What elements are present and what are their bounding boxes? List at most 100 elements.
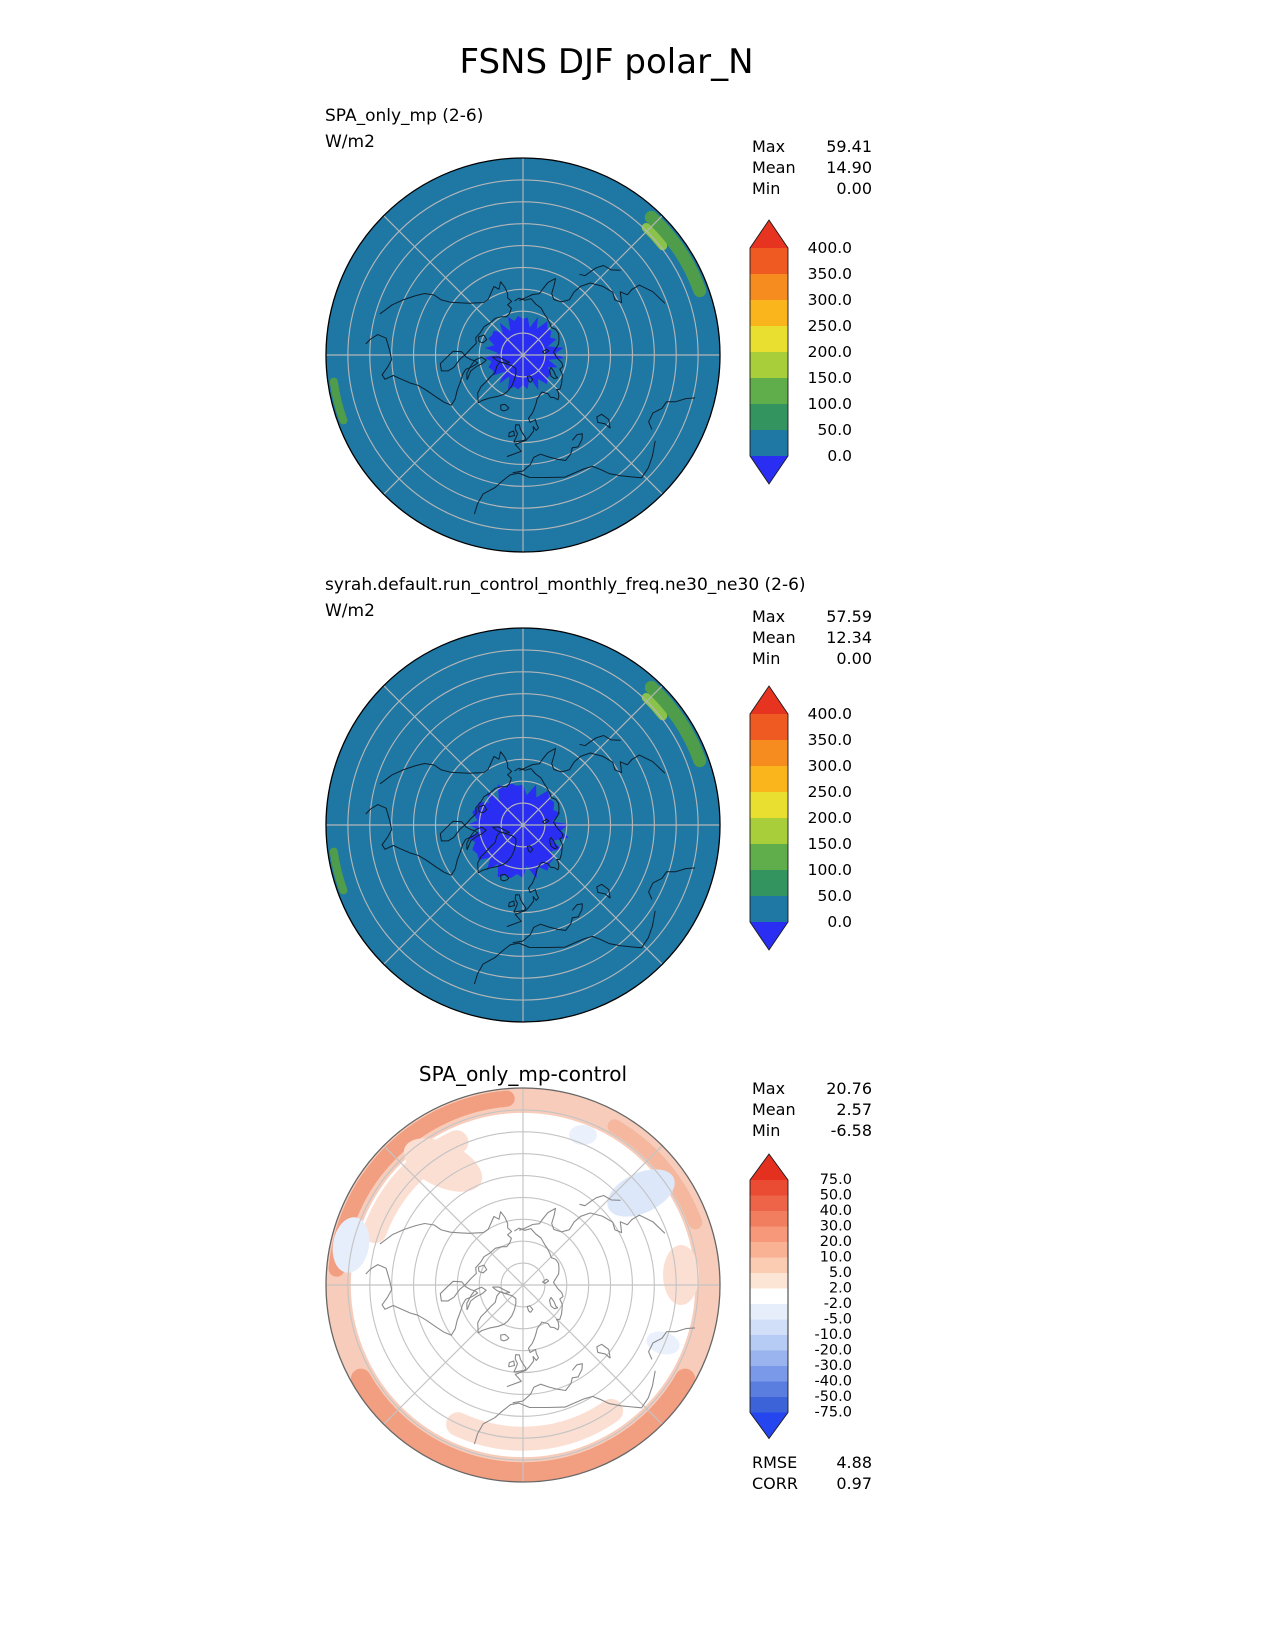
coastline	[542, 348, 550, 354]
panel1-dataset-label: SPA_only_mp (2-6)	[325, 106, 484, 126]
field-patch	[644, 210, 707, 298]
figure-title: FSNS DJF polar_N	[459, 42, 754, 82]
colorbar-outline	[749, 685, 789, 951]
stat-value: 0.97	[836, 1474, 872, 1494]
colorbar-segment	[750, 870, 788, 897]
colorbar-tick-label: 400.0	[808, 239, 852, 257]
coastline	[466, 826, 487, 851]
colorbar-outline	[749, 1153, 789, 1440]
stat-name: RMSE	[752, 1453, 798, 1472]
stat-value: 59.41	[826, 137, 872, 156]
stat-name: Mean	[752, 1100, 796, 1120]
panel2-polar-map	[325, 627, 721, 1023]
field-patch	[646, 1331, 680, 1355]
field-patch	[663, 1245, 699, 1305]
coastline	[596, 413, 611, 429]
colorbar-arrow-top	[750, 686, 788, 714]
coastline	[513, 424, 527, 443]
stat-name: Min	[752, 649, 781, 669]
field-patch	[329, 377, 348, 425]
colorbar-tick-label: -75.0	[814, 1405, 852, 1421]
stat-value: 20.76	[826, 1079, 872, 1098]
coastline	[365, 1211, 513, 1336]
colorbar-segment	[750, 792, 788, 819]
coastline	[477, 334, 488, 344]
colorbar-tick-label: 50.0	[817, 887, 852, 905]
coastline	[513, 1354, 527, 1373]
colorbar-segment	[750, 326, 788, 353]
colorbar-tick-label: 300.0	[808, 757, 852, 775]
coastline	[542, 818, 550, 824]
stat-row: Max 20.76	[752, 1078, 872, 1099]
stat-value: 14.90	[826, 158, 872, 178]
colorbar-tick-label: 150.0	[808, 369, 852, 387]
stat-name: Max	[752, 1079, 786, 1098]
coastline	[477, 804, 488, 814]
colorbar-segment	[750, 1335, 788, 1351]
field-patch	[607, 1169, 675, 1217]
colorbar-tick-label: 50.0	[820, 1188, 852, 1204]
stat-row: Max 57.59	[752, 606, 872, 627]
colorbar-segment	[750, 430, 788, 457]
coastline	[508, 1360, 516, 1368]
stat-row: RMSE 4.88	[752, 1452, 872, 1473]
coastline	[526, 845, 534, 853]
coastline	[541, 1278, 550, 1285]
colorbar-segment	[750, 1226, 788, 1243]
colorbar-segment	[750, 818, 788, 845]
colorbar-tick-label: 200.0	[808, 343, 852, 361]
coastline	[500, 873, 510, 882]
stat-row: Min 0.00	[752, 648, 872, 669]
colorbar-segment	[750, 844, 788, 871]
colorbar-tick-label: 0.0	[827, 447, 852, 465]
colorbar-arrow-bottom	[750, 456, 788, 484]
coastline	[579, 265, 621, 277]
coastline	[492, 356, 511, 364]
colorbar-segment	[750, 896, 788, 923]
colorbar-segment	[750, 274, 788, 301]
colorbar-tick-label: 350.0	[808, 265, 852, 283]
coastline	[596, 1343, 611, 1359]
stat-value: 12.34	[826, 628, 872, 648]
stat-value: -6.58	[830, 1121, 872, 1141]
colorbar-tick-label: 300.0	[808, 291, 852, 309]
panel3-extra-stats: RMSE 4.88 CORR 0.97	[752, 1452, 872, 1494]
panel2-dataset-label: syrah.default.run_control_monthly_freq.n…	[325, 575, 806, 595]
coastline	[508, 900, 515, 908]
colorbar-tick-label: 350.0	[808, 731, 852, 749]
stat-value: 4.88	[836, 1453, 872, 1472]
coastline	[477, 1264, 488, 1274]
colorbar-tick-label: 400.0	[808, 705, 852, 723]
field-patch	[569, 1125, 597, 1145]
stat-value: 0.00	[836, 179, 872, 199]
colorbar-segment	[750, 378, 788, 405]
field-patch	[644, 680, 707, 768]
stat-name: Mean	[752, 628, 796, 648]
colorbar-tick-label: -10.0	[814, 1327, 852, 1343]
map-outline	[325, 627, 721, 1023]
colorbar-segment	[750, 1180, 788, 1196]
colorbar-tick-label: 75.0	[820, 1172, 852, 1188]
colorbar-segment	[750, 714, 788, 741]
coastline	[473, 910, 656, 985]
coastline	[473, 440, 656, 515]
coastline	[508, 430, 515, 438]
colorbar-segment	[750, 1195, 788, 1212]
stat-name: Max	[752, 607, 786, 626]
stat-value: 57.59	[826, 607, 872, 626]
coastline	[365, 281, 513, 406]
coastline	[477, 1291, 517, 1334]
coastline	[549, 837, 559, 850]
panel3-polar-map	[325, 1087, 721, 1483]
coastline	[365, 751, 513, 876]
colorbar-segment	[750, 1366, 788, 1382]
stat-row: Mean 12.34	[752, 627, 872, 648]
coastline	[500, 1333, 510, 1342]
field-patch	[332, 1217, 370, 1273]
colorbar-segment	[750, 1304, 788, 1320]
coastline	[519, 747, 666, 774]
stat-name: CORR	[752, 1474, 798, 1494]
colorbar-tick-label: -50.0	[814, 1389, 852, 1405]
panel2-stats: Max 57.59 Mean 12.34 Min 0.00	[752, 606, 872, 669]
